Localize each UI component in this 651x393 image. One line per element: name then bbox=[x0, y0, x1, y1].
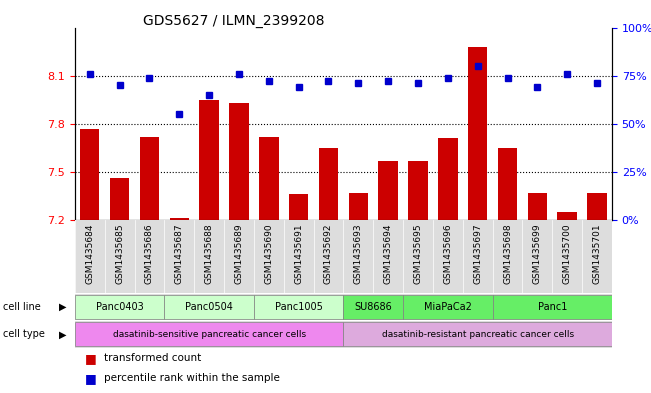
Bar bbox=[557, 212, 577, 220]
Bar bbox=[493, 295, 612, 319]
Bar bbox=[319, 148, 338, 220]
Bar bbox=[140, 137, 159, 220]
Text: GSM1435698: GSM1435698 bbox=[503, 224, 512, 285]
Text: GSM1435689: GSM1435689 bbox=[234, 224, 243, 285]
Bar bbox=[408, 161, 428, 220]
Bar bbox=[170, 219, 189, 220]
Text: GDS5627 / ILMN_2399208: GDS5627 / ILMN_2399208 bbox=[143, 14, 325, 28]
Text: GSM1435692: GSM1435692 bbox=[324, 224, 333, 284]
Text: GSM1435687: GSM1435687 bbox=[175, 224, 184, 285]
Text: GSM1435697: GSM1435697 bbox=[473, 224, 482, 285]
Text: ■: ■ bbox=[85, 371, 96, 385]
Text: Panc0504: Panc0504 bbox=[185, 302, 233, 312]
Text: GSM1435684: GSM1435684 bbox=[85, 224, 94, 284]
Text: MiaPaCa2: MiaPaCa2 bbox=[424, 302, 472, 312]
Text: ■: ■ bbox=[85, 352, 96, 365]
Text: Panc1005: Panc1005 bbox=[275, 302, 323, 312]
Bar bbox=[349, 193, 368, 220]
Text: GSM1435688: GSM1435688 bbox=[204, 224, 214, 285]
Bar bbox=[438, 138, 458, 220]
Text: GSM1435685: GSM1435685 bbox=[115, 224, 124, 285]
Text: dasatinib-sensitive pancreatic cancer cells: dasatinib-sensitive pancreatic cancer ce… bbox=[113, 330, 306, 339]
Text: Panc1: Panc1 bbox=[538, 302, 567, 312]
Text: GSM1435686: GSM1435686 bbox=[145, 224, 154, 285]
Text: transformed count: transformed count bbox=[104, 353, 201, 364]
Text: ▶: ▶ bbox=[59, 302, 66, 312]
Text: GSM1435699: GSM1435699 bbox=[533, 224, 542, 285]
Bar bbox=[587, 193, 607, 220]
Text: GSM1435700: GSM1435700 bbox=[562, 224, 572, 285]
Bar bbox=[110, 178, 130, 220]
Text: cell type: cell type bbox=[3, 329, 45, 340]
Bar bbox=[199, 100, 219, 220]
Text: percentile rank within the sample: percentile rank within the sample bbox=[104, 373, 280, 383]
Bar bbox=[229, 103, 249, 220]
Bar bbox=[254, 295, 344, 319]
Text: cell line: cell line bbox=[3, 302, 41, 312]
Bar bbox=[289, 195, 309, 220]
Text: GSM1435696: GSM1435696 bbox=[443, 224, 452, 285]
Text: GSM1435691: GSM1435691 bbox=[294, 224, 303, 285]
Text: GSM1435690: GSM1435690 bbox=[264, 224, 273, 285]
Bar bbox=[259, 137, 279, 220]
Text: SU8686: SU8686 bbox=[354, 302, 392, 312]
Bar bbox=[344, 295, 403, 319]
Text: dasatinib-resistant pancreatic cancer cells: dasatinib-resistant pancreatic cancer ce… bbox=[381, 330, 574, 339]
Text: GSM1435695: GSM1435695 bbox=[413, 224, 422, 285]
Text: GSM1435694: GSM1435694 bbox=[383, 224, 393, 284]
Bar bbox=[498, 148, 517, 220]
Bar bbox=[468, 47, 488, 220]
Text: GSM1435693: GSM1435693 bbox=[354, 224, 363, 285]
Text: Panc0403: Panc0403 bbox=[96, 302, 143, 312]
Bar bbox=[378, 161, 398, 220]
Bar bbox=[80, 129, 100, 220]
Bar bbox=[344, 322, 612, 347]
Bar bbox=[75, 295, 164, 319]
Bar bbox=[403, 295, 493, 319]
Bar bbox=[75, 322, 344, 347]
Text: GSM1435701: GSM1435701 bbox=[592, 224, 602, 285]
Text: ▶: ▶ bbox=[59, 329, 66, 340]
Bar bbox=[164, 295, 254, 319]
Bar bbox=[528, 193, 547, 220]
